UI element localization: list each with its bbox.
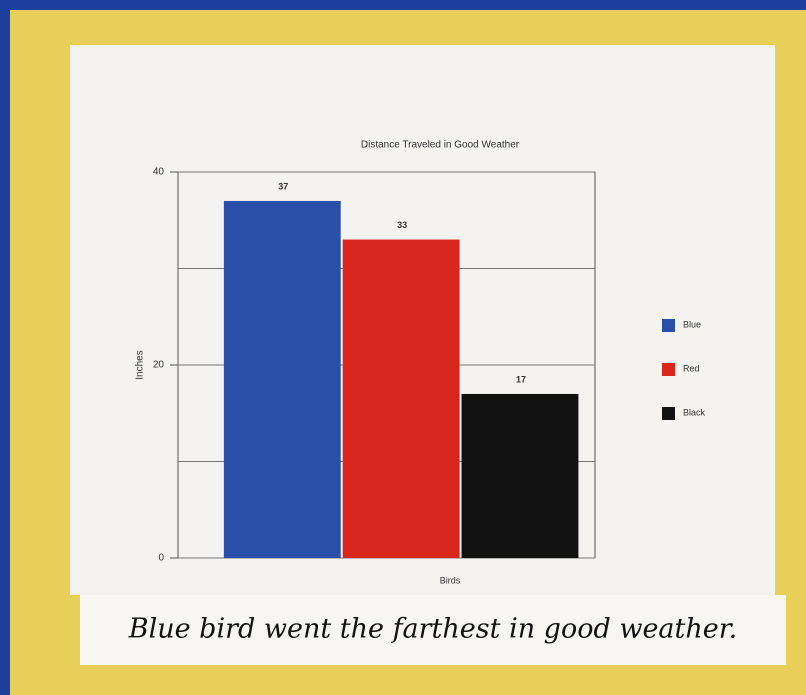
legend-swatch (662, 407, 675, 420)
legend-label: Blue (683, 319, 701, 329)
bar (342, 239, 460, 559)
bar (223, 200, 341, 558)
x-axis-label: Birds (440, 575, 461, 585)
legend-label: Red (683, 363, 700, 373)
y-axis-label: Inches (135, 350, 146, 379)
caption: Blue bird went the farthest in good weat… (128, 614, 738, 645)
y-tick-label: 20 (153, 360, 165, 371)
chart-title: Distance Traveled in Good Weather (361, 140, 520, 151)
legend-swatch (662, 319, 675, 332)
data-label: 37 (278, 181, 288, 191)
caption-strip (80, 595, 786, 665)
data-label: 17 (516, 374, 526, 384)
legend-label: Black (683, 407, 706, 417)
y-tick-label: 0 (158, 553, 164, 564)
y-tick-label: 40 (153, 167, 165, 178)
legend-swatch (662, 363, 675, 376)
bar (461, 393, 579, 558)
data-label: 33 (397, 220, 407, 230)
